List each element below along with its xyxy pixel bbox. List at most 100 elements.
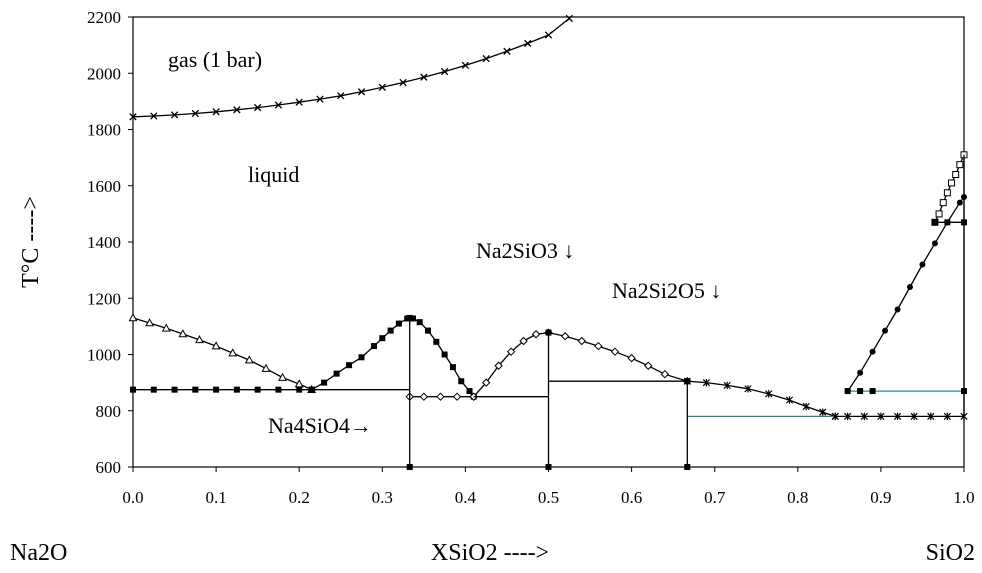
- x-tick-label: 0.0: [122, 488, 143, 507]
- data-point: [802, 402, 810, 411]
- data-point: [145, 318, 155, 327]
- data-point: [211, 341, 221, 350]
- data-point: [503, 47, 511, 55]
- data-point: [684, 378, 691, 385]
- data-point: [844, 388, 851, 395]
- data-point: [877, 412, 885, 421]
- data-point: [192, 386, 199, 393]
- data-point: [869, 348, 876, 355]
- data-point: [370, 343, 377, 350]
- series-line: [687, 380, 836, 418]
- data-point: [956, 199, 963, 206]
- data-point: [857, 388, 864, 395]
- data-point: [195, 335, 204, 344]
- data-point: [627, 353, 636, 363]
- x-tick-label: 0.6: [621, 488, 642, 507]
- data-point: [910, 412, 918, 421]
- data-point: [684, 464, 691, 470]
- data-point: [171, 386, 178, 393]
- data-point: [378, 83, 386, 91]
- annotation-liquid: liquid: [248, 162, 299, 187]
- data-point: [765, 390, 773, 398]
- x-axis-title: XSiO2 ---->: [431, 540, 549, 566]
- axis-tick-labels: 0.0 0.1 0.2 0.3 0.4 0.5 0.6 0.7 0.8 0.9 1.0 600 800 1…: [87, 8, 975, 507]
- data-point: [212, 108, 220, 116]
- series-4: [683, 377, 839, 421]
- y-tick-label: 1200: [87, 289, 121, 308]
- data-point: [560, 332, 570, 341]
- data-point: [358, 354, 365, 361]
- data-point: [170, 111, 179, 119]
- data-point: [278, 372, 288, 381]
- data-point: [244, 355, 254, 364]
- data-point: [577, 336, 586, 346]
- x-tick-label: 0.1: [205, 488, 226, 507]
- data-point: [387, 327, 394, 334]
- data-point: [660, 369, 670, 379]
- series-3: [469, 328, 692, 401]
- series-2: [308, 315, 477, 400]
- series-14: [844, 388, 967, 395]
- series-17: [545, 329, 552, 470]
- data-point: [213, 386, 220, 393]
- data-point: [931, 240, 938, 247]
- data-point: [419, 392, 429, 401]
- data-point: [233, 106, 241, 114]
- data-point: [316, 95, 324, 103]
- data-point: [458, 378, 465, 385]
- series-13: [831, 412, 968, 421]
- data-point: [519, 336, 528, 346]
- data-point: [819, 408, 827, 416]
- data-point: [594, 341, 603, 351]
- data-point: [253, 103, 262, 112]
- data-point: [882, 327, 889, 334]
- series-16: [406, 314, 413, 470]
- data-point: [860, 412, 868, 421]
- data-point: [296, 386, 303, 393]
- data-point: [357, 88, 366, 96]
- data-point: [337, 92, 345, 100]
- x-axis-right-label: SiO2: [926, 540, 975, 566]
- annotation-na2sio3: Na2SiO3 ↓: [476, 238, 574, 263]
- data-point: [744, 385, 752, 393]
- data-point: [399, 78, 407, 87]
- data-point: [931, 219, 938, 226]
- series-line: [847, 196, 965, 392]
- data-point: [948, 179, 956, 187]
- data-point: [466, 388, 473, 395]
- axis-ticks: [128, 16, 965, 472]
- data-point: [919, 261, 926, 268]
- series-0: [129, 14, 573, 121]
- y-tick-label: 1000: [87, 346, 121, 365]
- data-point: [702, 378, 711, 387]
- y-tick-label: 2000: [87, 64, 121, 83]
- data-point: [308, 386, 315, 393]
- data-point: [128, 313, 138, 322]
- data-point: [420, 73, 428, 81]
- x-tick-label: 0.4: [455, 488, 477, 507]
- data-point: [441, 351, 448, 358]
- data-point: [565, 14, 573, 23]
- data-point: [406, 314, 413, 321]
- data-point: [481, 378, 491, 387]
- data-point: [894, 306, 901, 313]
- data-point: [844, 412, 852, 421]
- data-point: [295, 98, 303, 106]
- annotation-na2si2o5: Na2Si2O5 ↓: [612, 278, 721, 303]
- data-point: [410, 315, 417, 322]
- data-point: [254, 386, 261, 393]
- data-point: [261, 363, 271, 372]
- y-tick-label: 1600: [87, 177, 121, 196]
- series-line: [132, 17, 570, 118]
- series-1: [128, 313, 317, 393]
- data-point: [395, 320, 402, 327]
- data-point: [906, 284, 913, 290]
- data-point: [545, 329, 552, 336]
- data-point: [944, 219, 951, 226]
- series-layer: [128, 14, 968, 470]
- y-tick-label: 1800: [87, 121, 121, 140]
- data-point: [321, 379, 328, 386]
- data-point: [524, 39, 532, 48]
- data-point: [379, 335, 386, 342]
